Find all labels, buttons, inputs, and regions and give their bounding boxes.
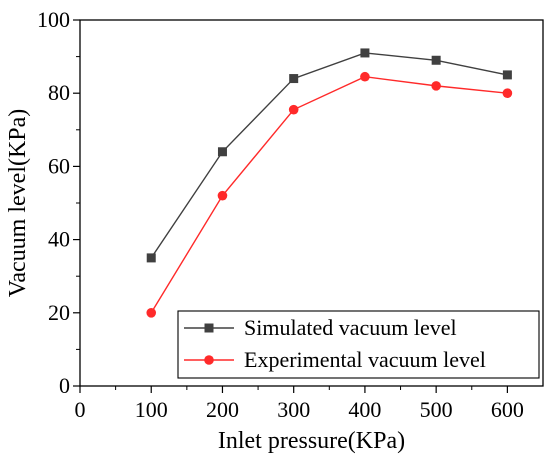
data-point (502, 70, 512, 80)
data-point (289, 74, 299, 84)
legend-box (177, 310, 540, 379)
data-point (431, 55, 441, 65)
data-point (502, 88, 513, 98)
data-point (217, 190, 228, 201)
data-point (146, 308, 157, 318)
data-point (217, 147, 227, 157)
series-1 (146, 48, 512, 263)
data-point (431, 81, 441, 91)
y-tick-label: 60 (48, 153, 70, 178)
y-tick-label: 0 (59, 373, 70, 398)
y-tick-label: 80 (48, 80, 70, 105)
series-line (150, 76, 508, 314)
legend-label: Simulated vacuum level (244, 315, 457, 340)
legend-label: Experimental vacuum level (244, 347, 486, 372)
data-point (146, 253, 156, 263)
data-point (360, 48, 370, 58)
y-tick-label: 20 (48, 300, 70, 325)
legend-item: Experimental vacuum level (184, 347, 486, 372)
x-axis-ticks: 0 100 200 300 400 500 600 (75, 386, 524, 422)
legend-item: Simulated vacuum level (184, 315, 457, 340)
y-axis-title: Vacuum level(KPa) (5, 109, 31, 298)
legend-marker (204, 355, 214, 365)
series-layer (146, 48, 513, 318)
series-line (150, 52, 508, 259)
series-2 (146, 71, 513, 318)
x-tick-label: 400 (348, 397, 381, 422)
x-tick-label: 0 (75, 397, 86, 422)
y-axis-ticks: 0 20 40 60 80 100 (37, 7, 80, 398)
x-tick-label: 300 (277, 397, 310, 422)
y-tick-label: 100 (37, 7, 70, 32)
x-tick-label: 500 (420, 397, 453, 422)
x-tick-label: 200 (206, 397, 239, 422)
x-tick-label: 100 (135, 397, 168, 422)
legend-marker (204, 323, 214, 333)
x-tick-label: 600 (491, 397, 524, 422)
x-axis-title: Inlet pressure(KPa) (218, 428, 405, 454)
data-point (288, 104, 299, 115)
data-point (360, 71, 370, 82)
y-tick-label: 40 (48, 227, 70, 252)
legend: Simulated vacuum level Experimental vacuu… (177, 310, 540, 379)
